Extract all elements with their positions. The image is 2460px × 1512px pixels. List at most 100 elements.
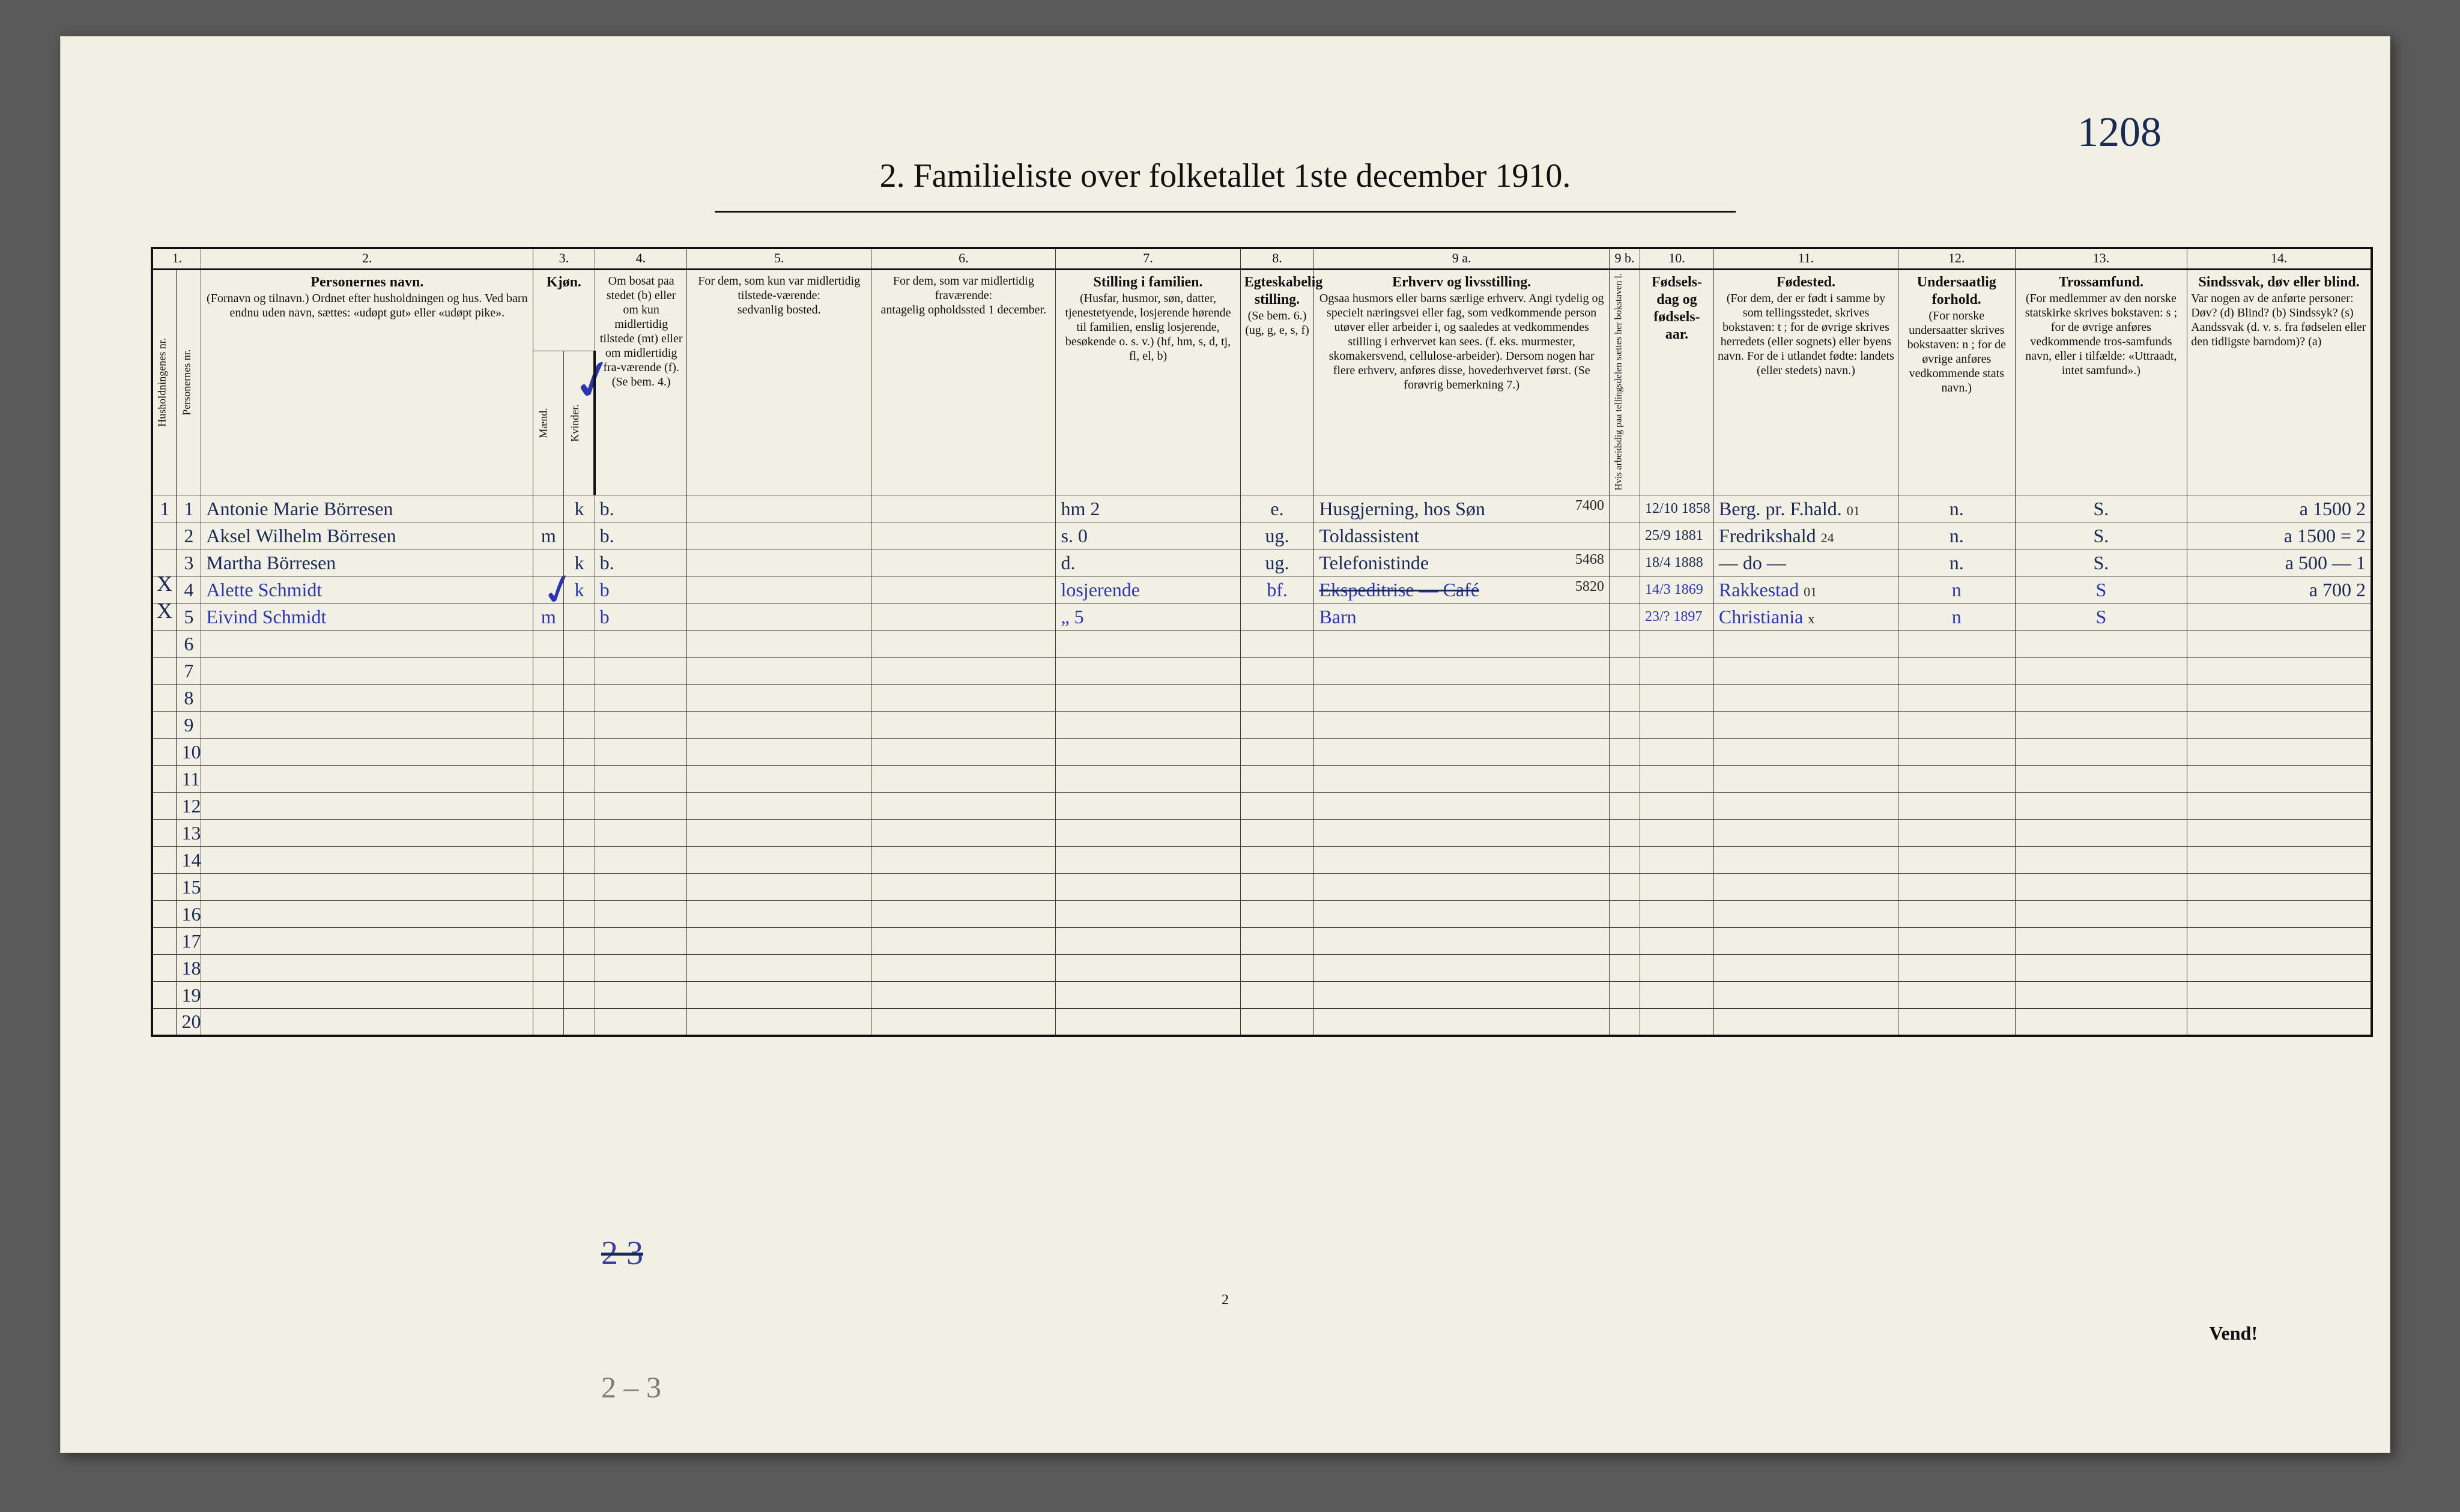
colhead-sindssvak: Sindssvak, døv eller blind. Var nogen av…: [2187, 270, 2372, 495]
colnum-9b: 9 b.: [1609, 248, 1640, 270]
colhead-arbeidig: Hvis arbeidsdig paa tellingsdelen sættes…: [1609, 270, 1640, 495]
cell-erhverv: Barn: [1314, 603, 1609, 631]
cell-pers-nr: 13: [177, 820, 201, 847]
cell-pers-nr: 15: [177, 874, 201, 901]
colhead-sindssvak-sub: Var nogen av de anførte personer: Døv? (…: [2191, 291, 2367, 349]
cell-pers-nr: 3: [177, 549, 201, 576]
table-row-empty: 14: [152, 847, 2372, 874]
colhead-tros: Trossamfund. (For medlemmer av den norsk…: [2015, 270, 2187, 495]
cell-undersaat: n.: [1898, 522, 2016, 549]
cell-erhverv-text: Toldassistent: [1319, 525, 1419, 546]
cell-familie: „ 5: [1056, 603, 1240, 631]
colnum-10: 10.: [1640, 248, 1714, 270]
cell-fodsel: 14/3 1869: [1640, 576, 1714, 603]
cell-sex-k: [564, 603, 595, 631]
cell-tros: S: [2015, 603, 2187, 631]
colhead-fodsel-main: Fødsels-dag og fødsels-aar.: [1644, 274, 1710, 343]
footer-page-number: 2: [1222, 1292, 1229, 1308]
cell-tros: S.: [2015, 549, 2187, 576]
colnum-3: 3.: [533, 248, 595, 270]
cell-hus-nr: [152, 874, 177, 901]
table-row-empty: 16: [152, 901, 2372, 928]
colnum-1: 1.: [152, 248, 201, 270]
colhead-sex: Kjøn.: [533, 270, 595, 351]
table-row: 2 Aksel Wilhelm Börresen m b. s. 0 ug. T…: [152, 522, 2372, 549]
colhead-erhverv: Erhverv og livsstilling. Ogsaa husmors e…: [1314, 270, 1609, 495]
table-row: 3 Martha Börresen k b. d. ug. Telefonist…: [152, 549, 2372, 576]
table-row: 1 1 Antonie Marie Börresen k b. hm 2 e. …: [152, 495, 2372, 522]
cell-sex-k: k: [564, 495, 595, 522]
cell-pers-nr: 19: [177, 982, 201, 1009]
cell-fodested-text: Christiania: [1719, 606, 1803, 627]
table-header: 1. 2. 3. 4. 5. 6. 7. 8. 9 a. 9 b. 10. 11…: [152, 248, 2372, 495]
cell-col14: a 500 — 1: [2187, 549, 2372, 576]
cell-pers-nr: 11: [177, 766, 201, 793]
census-table: 1. 2. 3. 4. 5. 6. 7. 8. 9 a. 9 b. 10. 11…: [151, 247, 2373, 1037]
cell-sex-m: m: [533, 603, 564, 631]
cell-arbeidig: [1609, 576, 1640, 603]
colhead-tros-sub: (For medlemmer av den norske statskirke …: [2019, 291, 2184, 378]
colhead-egteskab-main: Egteskabelig stilling.: [1244, 274, 1310, 309]
cell-undersaat: n.: [1898, 495, 2016, 522]
cell-hus-nr: [152, 955, 177, 982]
cell-bosat: b: [595, 603, 687, 631]
cell-pers-nr: 4: [177, 576, 201, 603]
table-row-empty: 7: [152, 658, 2372, 685]
colhead-hus-nr: Husholdningenes nr.: [152, 270, 177, 495]
cell-fodested: — do —: [1713, 549, 1898, 576]
pencil-note-bottom: 2 – 3: [601, 1370, 661, 1405]
cell-hus-nr: [152, 603, 177, 631]
cell-fodested: Christiania x: [1713, 603, 1898, 631]
cell-erhverv-text: Telefonistinde: [1319, 552, 1429, 573]
colnum-13: 13.: [2015, 248, 2187, 270]
cell-pers-nr: 12: [177, 793, 201, 820]
cell-sex-m: [533, 576, 564, 603]
colnum-7: 7.: [1056, 248, 1240, 270]
cell-fodested-text: Berg. pr. F.hald.: [1719, 498, 1842, 519]
cell-mt: [687, 549, 871, 576]
title-underline: [715, 211, 1736, 213]
cell-bosat: b.: [595, 549, 687, 576]
cell-mt: [687, 522, 871, 549]
cell-erhverv-code: 5468: [1575, 552, 1604, 568]
cell-sex-m: [533, 549, 564, 576]
colnum-4: 4.: [595, 248, 687, 270]
cell-sex-k: k: [564, 576, 595, 603]
cell-undersaat: n.: [1898, 549, 2016, 576]
cell-erhverv: Telefonistinde 5468: [1314, 549, 1609, 576]
colhead-bosat-text: Om bosat paa stedet (b) eller om kun mid…: [599, 274, 683, 375]
cell-name: Eivind Schmidt: [201, 603, 533, 631]
cell-egteskab: ug.: [1240, 522, 1314, 549]
table-row-empty: 8: [152, 685, 2372, 712]
cell-pers-nr: 17: [177, 928, 201, 955]
colhead-mt-sub: sedvanlig bosted.: [691, 303, 867, 317]
cell-arbeidig: [1609, 495, 1640, 522]
cell-hus-nr: [152, 901, 177, 928]
colhead-sex-k: Kvinder.: [564, 351, 595, 495]
page-title: 2. Familieliste over folketallet 1ste de…: [61, 157, 2390, 195]
colhead-fodested-sub: (For dem, der er født i samme by som tel…: [1718, 291, 1894, 378]
cell-sex-k: k: [564, 549, 595, 576]
cell-fodested-code: 01: [1804, 584, 1817, 599]
cell-fra: [871, 549, 1056, 576]
cell-pers-nr: 16: [177, 901, 201, 928]
colhead-sex-m: Mænd.: [533, 351, 564, 495]
cell-fra: [871, 495, 1056, 522]
cell-name: Alette Schmidt: [201, 576, 533, 603]
colhead-undersaat-sub: (For norske undersaatter skrives bokstav…: [1902, 309, 2011, 395]
colnum-11: 11.: [1713, 248, 1898, 270]
colhead-sex-main: Kjøn.: [537, 274, 590, 291]
cell-pers-nr: 7: [177, 658, 201, 685]
colnum-12: 12.: [1898, 248, 2016, 270]
cell-undersaat: n: [1898, 576, 2016, 603]
colnum-8: 8.: [1240, 248, 1314, 270]
cell-hus-nr: [152, 549, 177, 576]
table-row-empty: 20: [152, 1009, 2372, 1036]
cell-erhverv-code: 7400: [1575, 498, 1604, 514]
colhead-egteskab: Egteskabelig stilling. (Se bem. 6.) (ug,…: [1240, 270, 1314, 495]
cell-familie: d.: [1056, 549, 1240, 576]
cell-arbeidig: [1609, 522, 1640, 549]
cell-fodested-code: 01: [1847, 503, 1860, 518]
colhead-mt: For dem, som kun var midlertidig tilsted…: [687, 270, 871, 495]
cell-hus-nr: [152, 631, 177, 658]
